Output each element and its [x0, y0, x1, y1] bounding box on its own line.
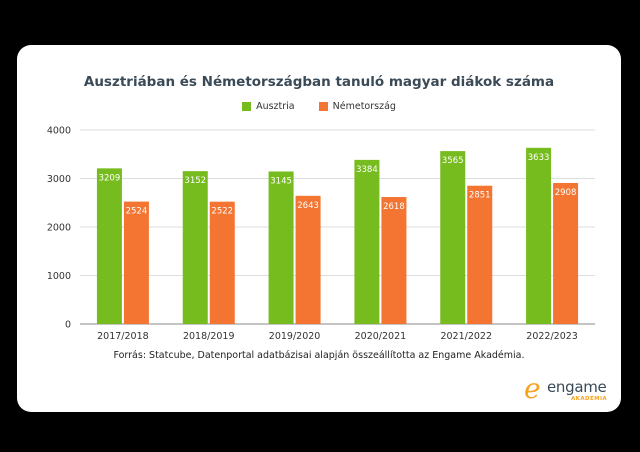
y-tick-label: 1000 [47, 271, 71, 282]
data-label: 3633 [528, 153, 550, 163]
bar-nemetorszag [467, 185, 493, 324]
legend-item-ausztria: Ausztria [242, 101, 295, 112]
chart-card: Ausztriában és Németországban tanuló mag… [17, 45, 621, 412]
source-note: Forrás: Statcube, Datenportal adatbázisa… [113, 350, 525, 361]
chart-title: Ausztriában és Németországban tanuló mag… [83, 74, 555, 90]
data-label: 2643 [297, 201, 319, 211]
logo-mark: e [524, 372, 541, 405]
legend-item-nemetorszag: Németország [318, 101, 396, 112]
engame-logo: e engame AKADÉMIA [524, 372, 614, 407]
data-label: 3384 [356, 165, 378, 175]
x-tick-label: 2019/2020 [269, 331, 321, 342]
x-tick-label: 2021/2022 [440, 331, 492, 342]
logo-word: engame [547, 378, 607, 396]
y-tick-label: 0 [65, 320, 71, 331]
bar-ausztria [268, 171, 294, 324]
data-label: 2851 [469, 191, 491, 201]
bar-nemetorszag [553, 182, 579, 324]
logo-sub: AKADÉMIA [571, 396, 608, 402]
legend-swatch-nemetorszag [318, 102, 328, 111]
bar-ausztria [440, 151, 466, 324]
bar-nemetorszag [123, 201, 149, 324]
x-tick-label: 2020/2021 [355, 331, 407, 342]
bar-ausztria [182, 171, 208, 324]
bar-chart: 0 1000 2000 3000 4000 3209 2524 2017/2018 3152 25… [47, 126, 595, 342]
data-label: 2908 [555, 188, 577, 198]
bar-ausztria [354, 159, 380, 324]
y-tick-label: 2000 [47, 223, 71, 234]
data-label: 2522 [211, 207, 233, 217]
data-label: 2618 [383, 202, 405, 212]
bar-nemetorszag [381, 197, 407, 324]
data-label: 2524 [126, 207, 148, 217]
x-tick-label: 2018/2019 [183, 331, 235, 342]
x-tick-label: 2022/2023 [526, 331, 578, 342]
chart-legend: Ausztria Németország [17, 101, 621, 112]
y-tick-label: 4000 [47, 126, 71, 137]
data-label: 3565 [442, 156, 464, 166]
y-tick-label: 3000 [47, 174, 71, 185]
legend-label-ausztria: Ausztria [256, 101, 295, 112]
data-label: 3145 [270, 176, 292, 186]
data-label: 3209 [99, 173, 121, 183]
x-tick-label: 2017/2018 [97, 331, 149, 342]
data-label: 3152 [184, 176, 206, 186]
bar-nemetorszag [209, 201, 235, 324]
bar-ausztria [526, 147, 552, 324]
legend-swatch-ausztria [242, 102, 252, 111]
legend-label-nemetorszag: Németország [332, 101, 396, 112]
bar-nemetorszag [295, 195, 321, 324]
bar-ausztria [96, 168, 122, 324]
